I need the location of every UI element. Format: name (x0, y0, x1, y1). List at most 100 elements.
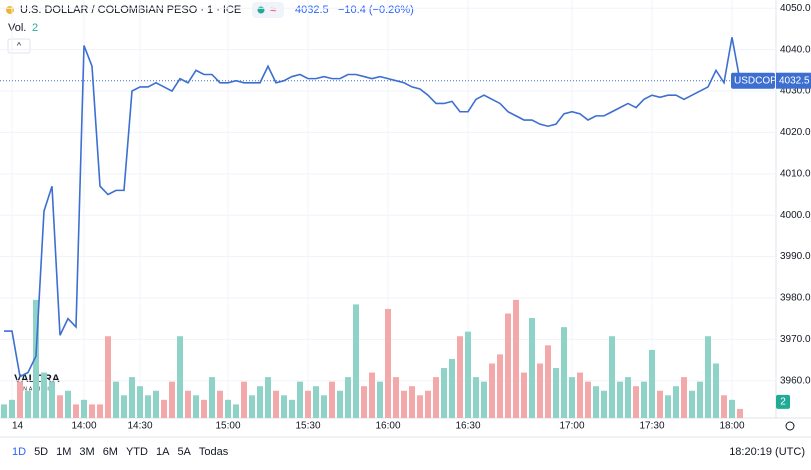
volume-bar (321, 395, 327, 418)
y-tick-label: 3990.0 (780, 251, 811, 262)
volume-bar (665, 395, 671, 418)
volume-bar (481, 381, 487, 418)
volume-bar (81, 399, 87, 418)
volume-value: 2 (32, 22, 38, 34)
volume-bar (681, 377, 687, 418)
range-button[interactable]: 1D (12, 446, 26, 458)
range-button[interactable]: YTD (126, 446, 148, 458)
y-tick-label: 3970.0 (780, 334, 811, 345)
volume-bar (713, 363, 719, 418)
volume-bar (241, 381, 247, 418)
volume-badge (776, 394, 790, 409)
volume-bar (497, 354, 503, 418)
volume-bar (729, 399, 735, 418)
volume-bar (265, 377, 271, 418)
flag-icon (6, 6, 14, 14)
volume-bar (561, 327, 567, 418)
volume-bar (625, 377, 631, 418)
volume-bar (385, 308, 391, 418)
volume-bar (577, 372, 583, 418)
volume-bar (177, 336, 183, 418)
clock: 18:20:19 (UTC) (729, 446, 805, 458)
volume-bar (329, 381, 335, 418)
y-tick-label: 4040.0 (780, 44, 811, 55)
volume-bar (161, 399, 167, 418)
volume-bar (505, 313, 511, 418)
volume-bar (305, 390, 311, 418)
y-tick-label: 4020.0 (780, 127, 811, 138)
volume-bar (185, 390, 191, 418)
volume-bar (417, 395, 423, 418)
volume-bar (217, 390, 223, 418)
volume-bar (737, 408, 743, 418)
volume-bar (449, 358, 455, 418)
volume-bar (145, 395, 151, 418)
volume-bar (97, 404, 103, 418)
volume-bar (169, 381, 175, 418)
x-tick-label: 17:00 (559, 421, 584, 432)
volume-bar (721, 395, 727, 418)
volume-bar (297, 381, 303, 418)
volume-bar (609, 336, 615, 418)
volume-bar (441, 368, 447, 418)
header-change: −10.4 (−0.26%) (338, 4, 414, 16)
range-button[interactable]: 5D (34, 446, 48, 458)
volume-bar (1, 404, 7, 418)
volume-bar (545, 345, 551, 418)
volume-bar (633, 386, 639, 418)
range-button[interactable]: 3M (79, 446, 94, 458)
settings-icon[interactable] (785, 421, 795, 431)
volume-bar (361, 386, 367, 418)
x-tick-label: 18:00 (719, 421, 744, 432)
range-button[interactable]: 1A (156, 446, 170, 458)
volume-bar (649, 349, 655, 418)
volume-bar (457, 336, 463, 418)
volume-bar (553, 368, 559, 418)
volume-bar (473, 377, 479, 418)
volume-bar (289, 399, 295, 418)
range-button[interactable]: 5A (177, 446, 191, 458)
volume-bar (409, 386, 415, 418)
y-tick-label: 3960.0 (780, 375, 811, 386)
volume-bar (425, 390, 431, 418)
volume-bar (465, 331, 471, 418)
volume-bar (689, 390, 695, 418)
symbol-label: USDCOP (734, 75, 777, 86)
volume-badge-label: 2 (780, 397, 786, 408)
volume-bar (105, 336, 111, 418)
status-dot (257, 6, 265, 14)
y-tick-label: 3980.0 (780, 293, 811, 304)
x-tick-label: 15:30 (295, 421, 320, 432)
volume-bar (257, 386, 263, 418)
volume-bar (249, 395, 255, 418)
volume-bar (433, 377, 439, 418)
volume-bar (601, 390, 607, 418)
y-tick-label: 4050.0 (780, 3, 811, 14)
volume-bar (89, 404, 95, 418)
volume-bar (313, 386, 319, 418)
volume-bar (353, 304, 359, 418)
volume-bar (705, 336, 711, 418)
range-button[interactable]: 6M (103, 446, 118, 458)
volume-bar (593, 386, 599, 418)
y-tick-label: 4000.0 (780, 210, 811, 221)
volume-bar (697, 381, 703, 418)
x-tick-label: 15:00 (215, 421, 240, 432)
volume-bar (521, 372, 527, 418)
x-tick-label: 16:00 (375, 421, 400, 432)
range-button[interactable]: 1M (56, 446, 71, 458)
status-icon: ≈ (270, 4, 276, 16)
volume-bar (569, 377, 575, 418)
volume-bar (121, 395, 127, 418)
range-button[interactable]: Todas (199, 446, 229, 458)
volume-bar (233, 404, 239, 418)
volume-bar (489, 363, 495, 418)
y-tick-label: 4030.0 (780, 86, 811, 97)
volume-label: Vol. (8, 22, 26, 34)
collapse-icon[interactable]: ^ (17, 40, 22, 50)
x-tick-label: 16:30 (455, 421, 480, 432)
volume-bar (65, 390, 71, 418)
x-tick-label: 14:30 (127, 421, 152, 432)
volume-bar (209, 377, 215, 418)
volume-bar (657, 390, 663, 418)
